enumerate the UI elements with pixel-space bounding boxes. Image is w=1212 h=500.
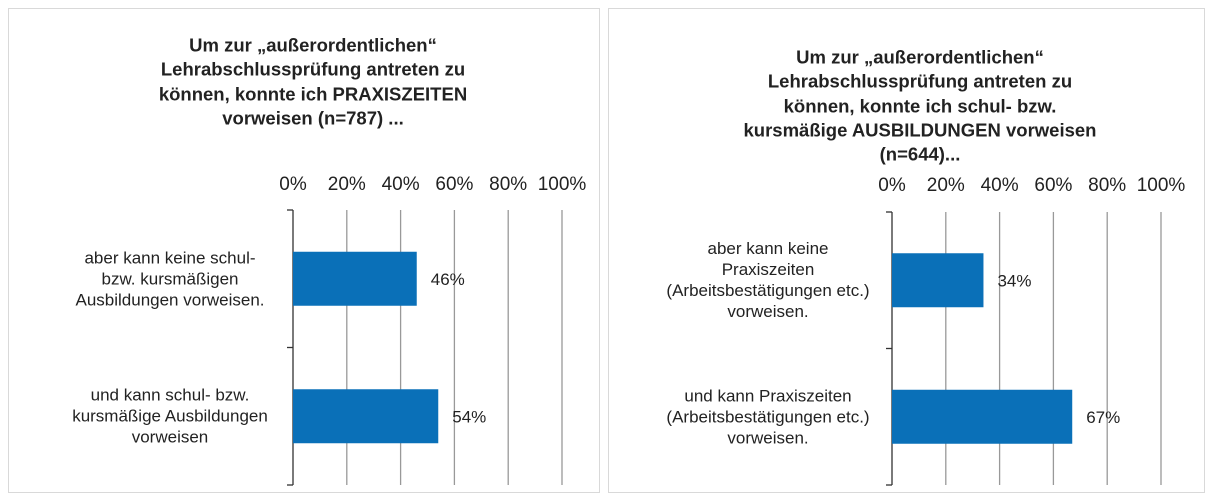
category-label: aber kann keine schul- bzw. kursmäßigen … bbox=[75, 248, 265, 310]
panel bbox=[8, 8, 600, 493]
category-label: aber kann keine Praxiszeiten (Arbeitsbes… bbox=[666, 239, 870, 322]
bar bbox=[293, 251, 417, 306]
x-tick-label: 100% bbox=[538, 174, 587, 195]
data-label: 54% bbox=[452, 408, 486, 427]
x-tick-label: 80% bbox=[1088, 175, 1126, 196]
x-tick-label: 60% bbox=[1034, 175, 1072, 196]
x-tick-label: 40% bbox=[382, 174, 420, 195]
data-label: 46% bbox=[431, 270, 465, 289]
panel bbox=[608, 8, 1205, 493]
bar bbox=[892, 253, 984, 308]
bar bbox=[293, 389, 439, 444]
bar bbox=[892, 389, 1073, 444]
data-label: 67% bbox=[1086, 408, 1120, 427]
x-tick-label: 0% bbox=[279, 174, 307, 195]
data-label: 34% bbox=[997, 272, 1031, 291]
x-tick-label: 20% bbox=[328, 174, 366, 195]
x-tick-label: 60% bbox=[435, 174, 473, 195]
chart-title: Um zur „außerordentlichen“ Lehrabschluss… bbox=[743, 46, 1097, 165]
category-label: und kann schul- bzw. kursmäßige Ausbildu… bbox=[72, 385, 268, 447]
x-tick-label: 80% bbox=[489, 174, 527, 195]
x-tick-label: 40% bbox=[981, 175, 1019, 196]
x-tick-label: 100% bbox=[1137, 175, 1186, 196]
x-tick-label: 0% bbox=[878, 175, 906, 196]
x-tick-label: 20% bbox=[927, 175, 965, 196]
category-label: und kann Praxiszeiten (Arbeitsbestätigun… bbox=[666, 386, 870, 448]
chart-title: Um zur „außerordentlichen“ Lehrabschluss… bbox=[158, 34, 468, 129]
